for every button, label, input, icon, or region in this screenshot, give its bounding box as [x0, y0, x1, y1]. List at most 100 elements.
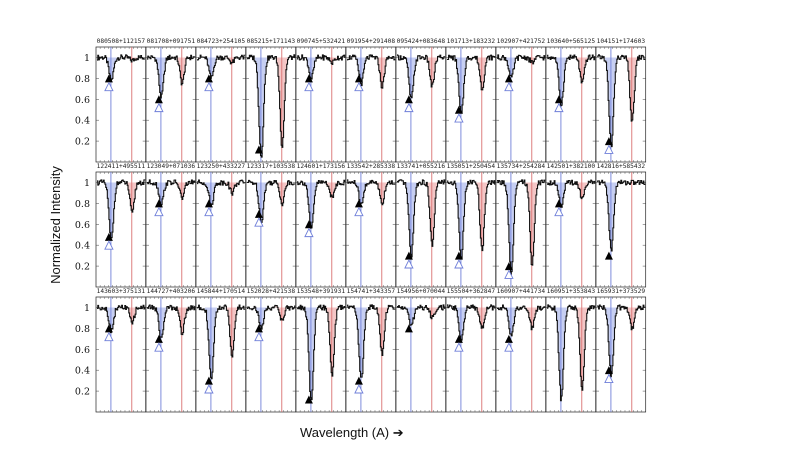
spectrum-line [97, 304, 146, 334]
y-tick-label: 0.2 [75, 262, 90, 273]
open-triangle-marker [354, 383, 364, 394]
filled-triangle-marker [504, 262, 513, 271]
spectrum-panel: 101713+183232 [445, 38, 497, 163]
filled-triangle-marker [154, 95, 163, 104]
panel-frame [145, 46, 197, 163]
spectrum-line [197, 54, 246, 79]
panel-frame [145, 171, 197, 288]
panel-title: 084723+254105 [197, 38, 246, 45]
panel-frame [495, 296, 547, 413]
spectrum-panel: 102907+421752 [495, 38, 547, 163]
open-triangle-marker [204, 206, 214, 217]
open-triangle-marker [454, 342, 464, 352]
panel-title: 152028+421538 [247, 288, 296, 295]
spectrum-panel: 154741+343357 [345, 288, 397, 413]
open-triangle-marker [254, 331, 264, 342]
panel-title: 133542+285338 [347, 163, 396, 170]
panel-title: 085215+171143 [247, 38, 296, 45]
panel-title: 095424+083648 [397, 38, 446, 45]
y-tick-label: 1 [84, 178, 90, 189]
filled-triangle-marker [254, 324, 263, 333]
panel-title: 101713+183232 [447, 38, 496, 45]
spectrum-line [347, 179, 396, 206]
y-tick-label: 0.6 [75, 345, 90, 356]
y-tick-label: 0.8 [75, 324, 90, 335]
open-triangle-marker [354, 81, 364, 92]
spectrum-line [397, 179, 446, 258]
panel-title: 123317+103538 [247, 163, 296, 170]
spectrum-panel: 122411+495511 [95, 163, 147, 288]
panel-frame [445, 296, 497, 413]
filled-triangle-marker [204, 376, 213, 385]
spectrum-line [447, 54, 496, 114]
spectrum-line [447, 304, 496, 341]
open-triangle-marker [454, 113, 464, 123]
open-triangle-marker [104, 331, 114, 342]
panel-frame [95, 171, 147, 288]
panel-frame [545, 171, 597, 288]
spectrum-panel: 142501+382100 [545, 163, 597, 288]
panel-frame [345, 46, 397, 163]
y-tick-label: 0.6 [75, 220, 90, 231]
spectrum-line [447, 179, 496, 260]
spectrum-line [397, 304, 446, 326]
spectrum-line [147, 304, 196, 338]
panel-frame [245, 171, 297, 288]
open-triangle-marker [204, 383, 214, 394]
spectrum-panel: 123250+433227 [195, 163, 247, 288]
spectrum-panel: 133542+285338 [345, 163, 397, 288]
spectrum-panel: 123317+103538 [245, 163, 297, 288]
spectrum-panel: 103640+565125 [545, 38, 597, 163]
y-tick-label: 0.8 [75, 74, 90, 85]
panel-frame [345, 171, 397, 288]
y-axis-label: Normalized Intensity [48, 166, 63, 284]
spectrum-line [147, 179, 196, 206]
filled-triangle-marker [404, 251, 413, 260]
spectrum-line [597, 179, 646, 252]
panel-frame [595, 171, 647, 288]
panel-frame [545, 296, 597, 413]
spectrum-line [397, 54, 446, 99]
panel-title: 135051+250454 [447, 163, 496, 170]
panel-frame [245, 46, 297, 163]
filled-triangle-marker [454, 105, 463, 114]
panel-frame [395, 296, 447, 413]
spectrum-panel: 135734+254284 [495, 163, 547, 288]
panel-title: 080508+112157 [97, 38, 146, 45]
panel-title: 102907+421752 [497, 38, 546, 45]
filled-triangle-marker [604, 137, 613, 146]
filled-triangle-marker [254, 145, 263, 154]
open-triangle-marker [554, 206, 564, 217]
panel-title: 145844+170514 [197, 288, 246, 295]
spectrum-panel: 091954+291408 [345, 38, 397, 163]
panel-title: 160951+353843 [547, 288, 596, 295]
panel-frame [195, 171, 247, 288]
spectrum-line [197, 304, 246, 380]
spectrum-line [247, 54, 296, 158]
y-tick-label: 0.2 [75, 137, 90, 148]
spectrum-line [297, 179, 346, 229]
panel-title: 124601+173156 [297, 163, 346, 170]
spectrum-line [497, 179, 546, 275]
spectrum-line [597, 304, 646, 378]
filled-triangle-marker [404, 95, 413, 104]
panel-title: 103640+565125 [547, 38, 596, 45]
spectrum-line [97, 179, 146, 239]
spectrum-panel: 133741+055216 [395, 163, 447, 288]
spectrum-line [497, 304, 546, 337]
panel-title: 123250+433227 [197, 163, 246, 170]
panel-frame [495, 46, 547, 163]
panel-title: 081708+091751 [147, 38, 196, 45]
panel-title: 165931+373529 [597, 288, 646, 295]
open-triangle-marker [204, 81, 214, 92]
filled-triangle-marker [604, 251, 613, 260]
panel-frame [395, 46, 447, 163]
spectrum-panel: 160951+353843 [545, 288, 597, 413]
open-triangle-marker [254, 217, 264, 227]
panel-frame [495, 171, 547, 288]
filled-triangle-marker [604, 366, 613, 375]
panel-frame [595, 46, 647, 163]
filled-triangle-marker [354, 376, 363, 385]
